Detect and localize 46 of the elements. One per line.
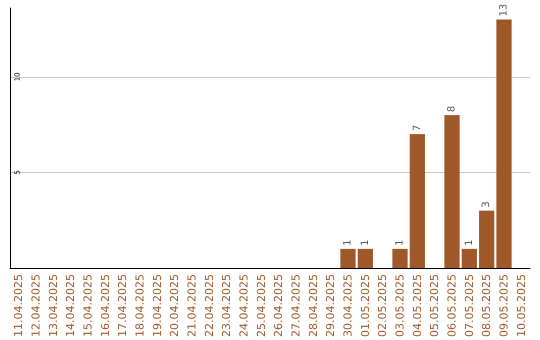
x-tick-label: 11.04.2025 [12, 274, 26, 338]
x-tick-label: 16.04.2025 [98, 274, 112, 338]
data-label: 8 [446, 106, 458, 112]
x-tick-label: 12.04.2025 [30, 274, 42, 338]
bar [358, 248, 373, 268]
data-label: 13 [498, 4, 510, 16]
x-tick-label: 07.05.2025 [462, 274, 476, 338]
x-tick-label: 06.05.2025 [446, 274, 458, 338]
bar [410, 134, 425, 268]
bar [392, 248, 408, 268]
x-tick-label: 09.05.2025 [498, 274, 510, 338]
bar [444, 115, 460, 268]
x-tick-label: 27.04.2025 [290, 274, 302, 338]
data-label: 1 [360, 240, 371, 246]
data-label: 1 [394, 240, 406, 246]
x-tick-label: 02.05.2025 [376, 274, 390, 338]
x-tick-label: 03.05.2025 [394, 274, 406, 338]
x-tick-label: 23.04.2025 [220, 274, 234, 338]
data-label: 7 [412, 124, 423, 132]
bar [462, 248, 477, 268]
x-tick-label: 04.05.2025 [410, 274, 424, 338]
x-tick-label: 10.05.2025 [514, 274, 528, 338]
x-tick-label: 08.05.2025 [480, 274, 494, 338]
x-tick-label: 15.04.2025 [82, 274, 94, 338]
x-tick-label: 30.04.2025 [342, 274, 354, 338]
data-label: 3 [481, 201, 492, 208]
x-tick-label: 18.04.2025 [134, 274, 146, 338]
x-tick-label: 22.04.2025 [202, 274, 216, 338]
x-tick-label: 05.05.2025 [428, 274, 442, 338]
x-tick-label: 14.04.2025 [64, 274, 78, 338]
x-tick-label: 01.05.2025 [358, 274, 372, 338]
x-tick-label: 26.04.2025 [272, 274, 286, 338]
x-tick-label: 20.04.2025 [168, 274, 182, 338]
x-tick-label: 21.04.2025 [186, 274, 198, 338]
data-label: 1 [342, 240, 354, 246]
x-tick-label: 17.04.2025 [116, 274, 130, 338]
x-tick-label: 25.04.2025 [254, 274, 268, 338]
x-tick-label: 24.04.2025 [238, 274, 250, 338]
bar [340, 248, 356, 268]
bar [496, 19, 512, 268]
x-tick-label: 19.04.2025 [150, 274, 164, 338]
bar [479, 210, 494, 268]
data-label: 1 [464, 240, 475, 246]
x-tick-label: 28.04.2025 [306, 274, 320, 338]
x-tick-label: 29.04.2025 [324, 274, 338, 338]
x-tick-label: 13.04.2025 [46, 274, 60, 338]
